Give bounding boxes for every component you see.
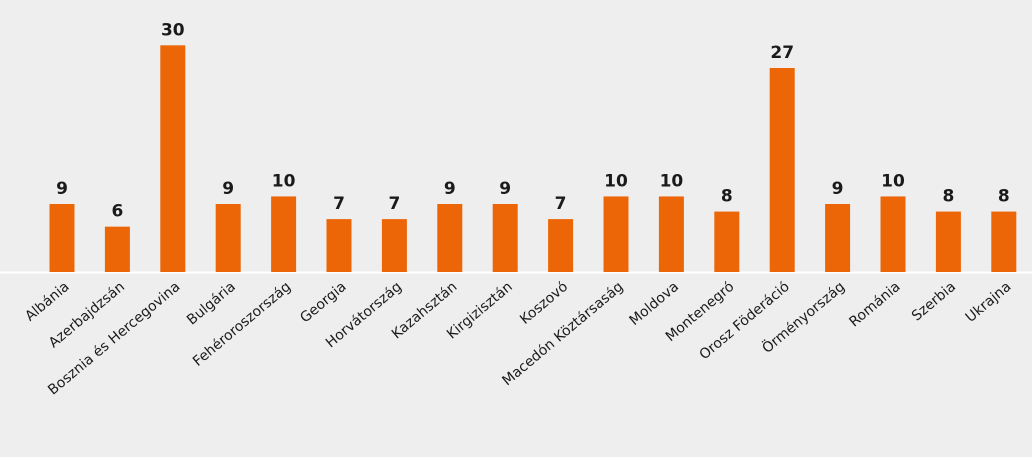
- bar: [492, 204, 518, 272]
- value-label: 9: [222, 179, 234, 199]
- value-label: 8: [721, 187, 733, 207]
- value-label: 9: [499, 179, 511, 199]
- bar: [104, 226, 130, 272]
- value-label: 8: [942, 187, 954, 207]
- bar: [714, 211, 740, 272]
- value-label: 7: [333, 194, 345, 214]
- bar: [437, 204, 463, 272]
- value-label: 10: [604, 171, 628, 191]
- bar: [991, 211, 1017, 272]
- bar: [769, 68, 795, 272]
- value-label: 9: [56, 179, 68, 199]
- value-label: 9: [832, 179, 844, 199]
- value-label: 7: [555, 194, 567, 214]
- value-label: 9: [444, 179, 456, 199]
- bar: [215, 204, 241, 272]
- bar: [880, 196, 906, 272]
- value-label: 10: [272, 171, 296, 191]
- value-label: 6: [111, 202, 123, 222]
- bar: [271, 196, 297, 272]
- bar: [825, 204, 851, 272]
- value-label: 7: [388, 194, 400, 214]
- value-label: 30: [161, 20, 185, 40]
- bar: [658, 196, 684, 272]
- bar: [326, 219, 352, 272]
- bar: [548, 219, 574, 272]
- bar: [381, 219, 407, 272]
- bar: [603, 196, 629, 272]
- bar: [49, 204, 75, 272]
- value-label: 10: [660, 171, 684, 191]
- value-label: 27: [770, 43, 794, 63]
- value-label: 10: [881, 171, 905, 191]
- bar: [935, 211, 961, 272]
- value-label: 8: [998, 187, 1010, 207]
- bar: [160, 45, 186, 273]
